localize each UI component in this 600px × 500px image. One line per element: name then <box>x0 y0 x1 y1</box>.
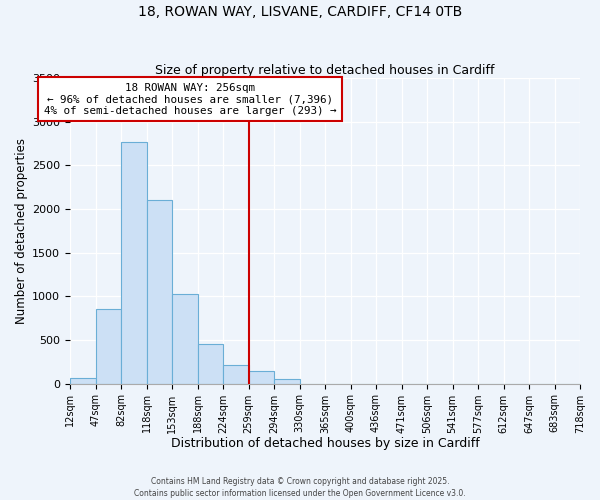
Text: 18 ROWAN WAY: 256sqm
← 96% of detached houses are smaller (7,396)
4% of semi-det: 18 ROWAN WAY: 256sqm ← 96% of detached h… <box>44 82 336 116</box>
Title: Size of property relative to detached houses in Cardiff: Size of property relative to detached ho… <box>155 64 495 77</box>
Text: Contains HM Land Registry data © Crown copyright and database right 2025.
Contai: Contains HM Land Registry data © Crown c… <box>134 476 466 498</box>
X-axis label: Distribution of detached houses by size in Cardiff: Distribution of detached houses by size … <box>170 437 479 450</box>
Bar <box>146 200 172 384</box>
Bar <box>95 310 121 384</box>
Bar <box>248 370 274 384</box>
Bar <box>223 366 248 384</box>
Bar <box>121 142 146 384</box>
Bar <box>172 294 197 384</box>
Bar <box>274 379 299 384</box>
Bar <box>70 378 95 384</box>
Y-axis label: Number of detached properties: Number of detached properties <box>15 138 28 324</box>
Text: 18, ROWAN WAY, LISVANE, CARDIFF, CF14 0TB: 18, ROWAN WAY, LISVANE, CARDIFF, CF14 0T… <box>138 5 462 19</box>
Bar <box>197 344 223 384</box>
